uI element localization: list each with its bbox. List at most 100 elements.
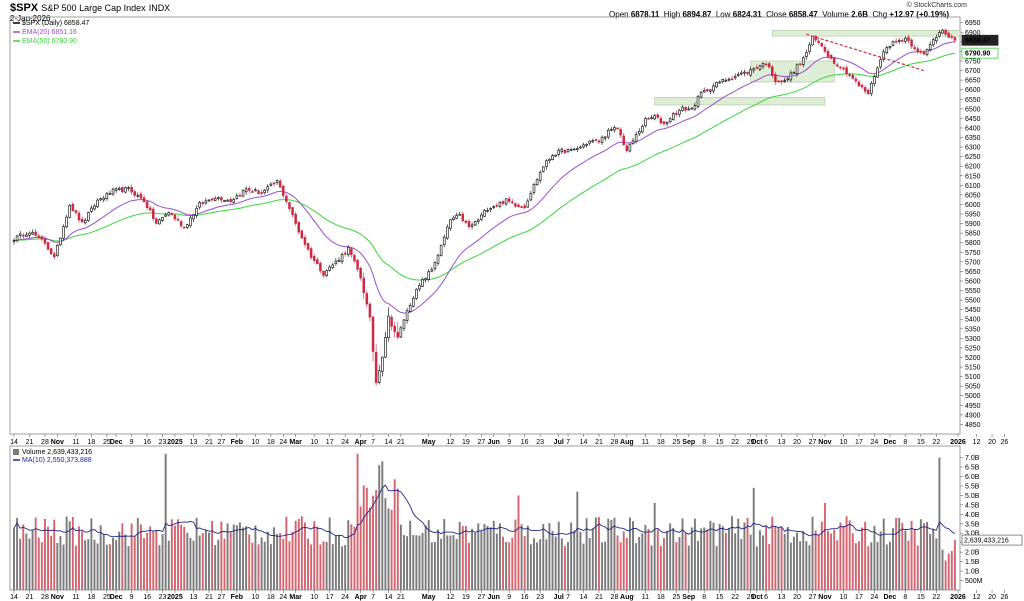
x-tick-label: 22 bbox=[932, 439, 940, 446]
candle-body bbox=[56, 244, 59, 256]
x-tick-label: 10 bbox=[252, 594, 260, 601]
volume-bar bbox=[762, 535, 764, 590]
volume-legend-entry: Volume 2,639,433,216 bbox=[22, 449, 92, 456]
candle-body bbox=[514, 203, 517, 207]
candle-body bbox=[251, 191, 254, 193]
candle-body bbox=[77, 212, 81, 221]
volume-bar bbox=[319, 544, 322, 590]
candle-body bbox=[774, 74, 777, 83]
candle-body bbox=[124, 187, 127, 193]
volume-bar bbox=[839, 522, 842, 590]
volume-bar bbox=[573, 530, 576, 590]
candle-body bbox=[554, 154, 557, 157]
candle-body bbox=[244, 188, 248, 193]
volume-bar bbox=[396, 488, 399, 590]
y-tick-label: 5350 bbox=[965, 326, 981, 333]
volume-bars bbox=[13, 453, 956, 590]
candle-body bbox=[294, 213, 297, 224]
candle-body bbox=[288, 202, 291, 209]
x-tick-label: 24 bbox=[341, 594, 349, 601]
candle-body bbox=[303, 237, 307, 245]
candle-body bbox=[910, 39, 913, 47]
candle-body bbox=[356, 259, 359, 270]
symbol-title: $SPX S&P 500 Large Cap Index INDX bbox=[10, 2, 170, 14]
volume-bar bbox=[805, 541, 808, 590]
x-tick-label: 26 bbox=[1001, 439, 1009, 446]
volume-bar bbox=[919, 519, 922, 590]
candle-body bbox=[325, 270, 328, 277]
candle-body bbox=[306, 243, 310, 250]
candle-body bbox=[142, 197, 146, 203]
candle-body bbox=[541, 166, 545, 172]
candle-body bbox=[690, 107, 694, 110]
x-tick-label: Nov bbox=[51, 439, 64, 446]
y-tick-label: 4900 bbox=[965, 412, 981, 419]
candle-body bbox=[108, 193, 112, 195]
candle-body bbox=[842, 67, 845, 70]
candle-body bbox=[176, 218, 180, 221]
volume-bar bbox=[322, 541, 325, 590]
volume-bar bbox=[678, 537, 681, 590]
volume-bar bbox=[845, 516, 848, 590]
x-tick-label: 9 bbox=[130, 439, 134, 446]
candle-body bbox=[606, 129, 610, 138]
candle-body bbox=[155, 218, 158, 224]
volume-bar bbox=[245, 526, 248, 590]
volume-bar bbox=[223, 538, 226, 590]
x-tick-label: 19 bbox=[462, 594, 470, 601]
x-tick-label: 12 bbox=[447, 439, 455, 446]
candle-body bbox=[40, 236, 44, 240]
volume-bar bbox=[740, 538, 743, 590]
volume-ma-legend-entry: MA(10) 2,550,373,888 bbox=[22, 457, 92, 464]
x-tick-label: 20 bbox=[793, 439, 801, 446]
candle-body bbox=[870, 82, 873, 94]
volume-bar bbox=[721, 526, 724, 590]
volume-bar bbox=[251, 542, 254, 590]
volume-bar bbox=[892, 528, 894, 590]
candle-body bbox=[829, 54, 833, 59]
y-tick-label: 6350 bbox=[965, 135, 981, 142]
candle-body bbox=[938, 32, 941, 37]
volume-bar bbox=[536, 542, 539, 590]
x-tick-label: 13 bbox=[778, 439, 786, 446]
candle-body bbox=[492, 206, 495, 208]
volume-bar bbox=[644, 524, 647, 590]
x-tick-label: May bbox=[422, 594, 436, 601]
volume-bar bbox=[895, 517, 898, 590]
x-tick-label: 14 bbox=[10, 594, 18, 601]
x-tick-label: 2026 bbox=[950, 439, 966, 446]
candle-body bbox=[885, 47, 889, 54]
candle-body bbox=[928, 44, 932, 51]
volume-bar bbox=[303, 522, 306, 590]
volume-bar bbox=[59, 536, 62, 590]
volume-bar bbox=[307, 538, 309, 590]
open-label: Open bbox=[609, 10, 629, 19]
candle-body bbox=[148, 207, 152, 211]
volume-bar bbox=[235, 525, 238, 590]
candle-body bbox=[628, 143, 632, 152]
volume-bar bbox=[449, 535, 452, 590]
candle-body bbox=[442, 236, 446, 246]
x-tick-label: 17 bbox=[855, 439, 863, 446]
candle-body bbox=[857, 81, 861, 87]
volume-bar bbox=[362, 485, 365, 590]
change-value: +12.97 (+0.19%) bbox=[889, 10, 949, 19]
candle-body bbox=[226, 199, 229, 202]
volume-bar bbox=[276, 533, 279, 590]
y-tick-label: 6300 bbox=[965, 145, 981, 152]
volume-bar bbox=[338, 535, 340, 590]
volume-bar bbox=[421, 532, 424, 590]
candle-body bbox=[384, 337, 387, 358]
x-tick-label: 11 bbox=[72, 439, 79, 446]
candle-body bbox=[746, 72, 749, 75]
volume-bar bbox=[37, 537, 40, 590]
candle-body bbox=[805, 52, 808, 58]
candle-body bbox=[832, 57, 836, 64]
x-tick-label: 11 bbox=[72, 594, 79, 601]
candle-body bbox=[634, 134, 638, 143]
volume-bar bbox=[486, 525, 489, 590]
candle-body bbox=[87, 212, 90, 221]
candle-body bbox=[396, 332, 400, 338]
volume-bar bbox=[567, 542, 569, 590]
candle-body bbox=[235, 195, 239, 199]
